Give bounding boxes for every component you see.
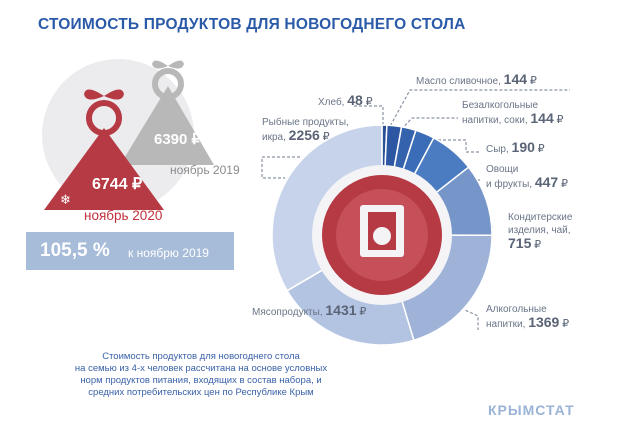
yoy-value: 105,5 % [40, 240, 110, 261]
svg-text:❄: ❄ [60, 193, 71, 208]
value-2020: 6744 ₽ [92, 176, 143, 193]
label-bread: Хлеб, 48 ₽ [318, 92, 373, 108]
tree-2020-icon: ❄ [44, 89, 164, 210]
footnote-line: средних потребительских цен по Республик… [88, 387, 314, 398]
page-title: СТОИМОСТЬ ПРОДУКТОВ ДЛЯ НОВОГОДНЕГО СТОЛ… [38, 16, 466, 33]
yoy-banner [26, 232, 234, 270]
label-vegetables: Овощи и фрукты, 447 ₽ [486, 164, 568, 190]
label-cheese: Сыр, 190 ₽ [486, 139, 545, 155]
footnote-line: на семью из 4-х человек рассчитана на ос… [74, 363, 328, 374]
tree-2019-icon [120, 60, 214, 165]
plate-icon [312, 165, 452, 305]
value-2019: 6390 ₽ [154, 131, 202, 148]
label-soft-drinks: Безалкогольные напитки, соки, 144 ₽ [462, 100, 564, 126]
label-butter: Масло сливочное, 144 ₽ [416, 71, 537, 87]
label-fish: Рыбные продукты, икра, 2256 ₽ [262, 117, 349, 143]
label-meat: Мясопродукты, 1431 ₽ [252, 302, 367, 318]
footnote: Стоимость продуктов для новогоднего стол… [36, 351, 366, 399]
label-alcohol: Алкогольные напитки, 1369 ₽ [486, 304, 570, 330]
yoy-caption: к ноябрю 2019 [128, 246, 209, 260]
label-2020: ноябрь 2020 [84, 208, 163, 223]
footnote-line: Стоимость продуктов для новогоднего стол… [102, 351, 300, 362]
label-confectionery: Кондитерские изделия, чай, 715 ₽ [508, 212, 573, 251]
label-2019: ноябрь 2019 [170, 163, 240, 177]
source-logo: КРЫМСТАТ [488, 402, 575, 418]
footnote-line: норм продуктов питания, входящих в соста… [80, 375, 322, 386]
